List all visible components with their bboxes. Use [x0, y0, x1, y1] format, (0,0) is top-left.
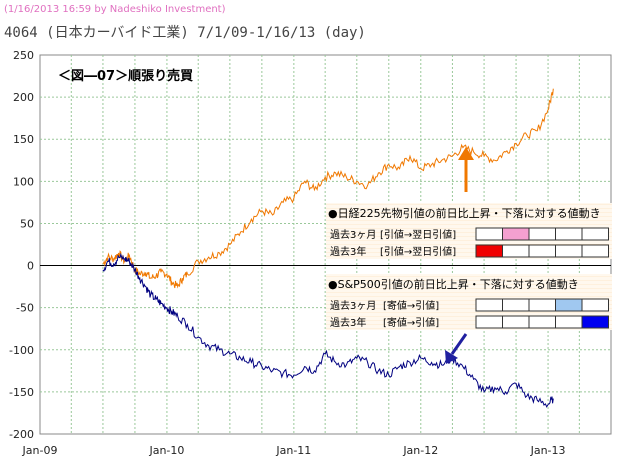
y-axis: -200 -150 -100 -50 0 50 100 150 200 250: [9, 49, 34, 441]
x-axis: Jan-09 Jan-10 Jan-11 Jan-12 Jan-13: [22, 444, 566, 457]
inset-row-sub: [寄値→引値]: [383, 299, 439, 312]
inset-cell: [475, 298, 503, 312]
inset-cell: [528, 315, 556, 329]
inset-row-label: 過去3ヶ月: [330, 300, 376, 312]
y-tick-label: 100: [13, 175, 34, 188]
series-line-0: [102, 88, 554, 289]
series-lines: [102, 88, 554, 408]
inset-cell: [581, 244, 609, 258]
inset-cell: [502, 298, 530, 312]
inset-cell: [528, 227, 556, 241]
y-tick-label: -200: [9, 428, 34, 441]
inset-row-label: 過去3ヶ月: [330, 229, 376, 241]
inset-row-sub: [寄値→引値]: [383, 316, 439, 329]
blue-arrow-icon: [445, 333, 468, 364]
inset-row-label: 過去3年: [330, 316, 366, 329]
inset-row-sub: [引値→翌日引値]: [380, 228, 456, 241]
timestamp-credit: (1/16/2013 16:59 by Nadeshiko Investment…: [4, 4, 226, 15]
y-tick-label: 50: [20, 217, 34, 230]
inset-cell: [555, 227, 583, 241]
x-tick-label: Jan-13: [530, 444, 566, 457]
inset-cell: [502, 244, 530, 258]
y-tick-label: -100: [9, 344, 34, 357]
y-tick-label: 150: [13, 133, 34, 146]
x-tick-label: Jan-10: [148, 444, 184, 457]
inset-cell: [555, 315, 583, 329]
inset-title: ●日経225先物引値の前日比上昇・下落に対する値動き: [328, 206, 601, 220]
orange-arrow-icon: [458, 147, 474, 192]
inset-cell: [528, 298, 556, 312]
inset-cell: [581, 315, 609, 329]
inset-cell: [502, 227, 530, 241]
inset-cell: [502, 315, 530, 329]
series-line-1: [102, 252, 554, 408]
figure-label: ＜図―07＞順張り売買: [58, 68, 193, 84]
y-tick-label: 250: [13, 49, 34, 62]
y-tick-label: 0: [27, 260, 34, 273]
y-tick-label: 200: [13, 91, 34, 104]
x-tick-label: Jan-09: [22, 444, 58, 457]
chart-title: 4064 (日本カーバイド工業) 7/1/09-1/16/13 (day): [4, 25, 366, 41]
inset-cell: [581, 227, 609, 241]
inset-cell: [581, 298, 609, 312]
y-tick-label: -50: [16, 302, 34, 315]
y-tick-label: -150: [9, 386, 34, 399]
inset-row-label: 過去3年: [330, 245, 366, 258]
inset-cell: [555, 244, 583, 258]
inset-row-sub: [引値→翌日引値]: [380, 245, 456, 258]
inset-cell: [555, 298, 583, 312]
inset-cell: [475, 315, 503, 329]
inset-cell: [528, 244, 556, 258]
x-tick-label: Jan-11: [275, 444, 311, 457]
inset-title: ●S&P500引値の前日比上昇・下落に対する値動き: [328, 277, 579, 291]
inset-cell: [475, 227, 503, 241]
inset-cell: [475, 244, 503, 258]
x-tick-label: Jan-12: [402, 444, 438, 457]
